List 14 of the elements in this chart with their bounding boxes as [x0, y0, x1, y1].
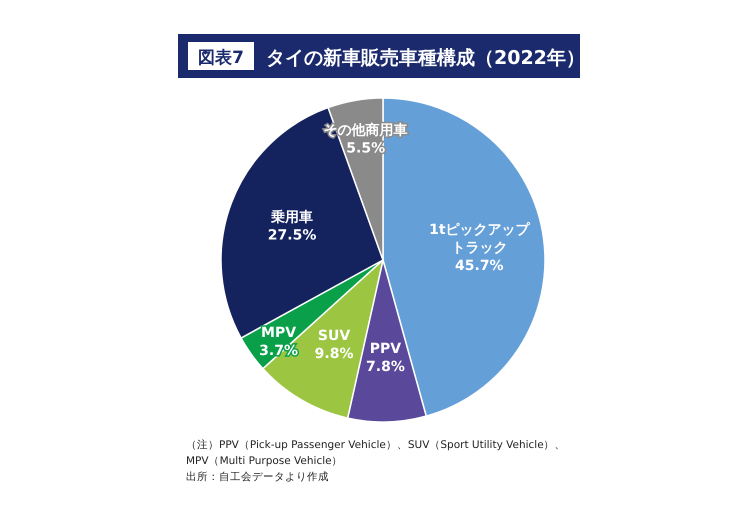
slice-label: 1tピックアップトラック [429, 220, 531, 256]
text: MPV（Multi Purpose Vehicle） [186, 455, 343, 467]
data-label: 45.7% [455, 258, 504, 274]
data-label: 7.8% [366, 359, 405, 376]
text: （注）PPV（Pick-up Passenger Vehicle）、SUV（Sport Utility Vehicle）、 [186, 438, 566, 451]
text: 出所：自工会データより作成 [186, 470, 329, 483]
chart-title: タイの新車販売車種構成（2022年） [266, 47, 585, 69]
slice-label: 乗用車 [270, 208, 314, 226]
slice-label: MPV [261, 325, 296, 342]
data-label: 27.5% [268, 228, 316, 244]
data-label: 9.8% [314, 346, 354, 362]
slice-label: SUV [318, 328, 350, 344]
text: 図表7 [198, 48, 244, 68]
slice-label: PPV [370, 341, 402, 358]
